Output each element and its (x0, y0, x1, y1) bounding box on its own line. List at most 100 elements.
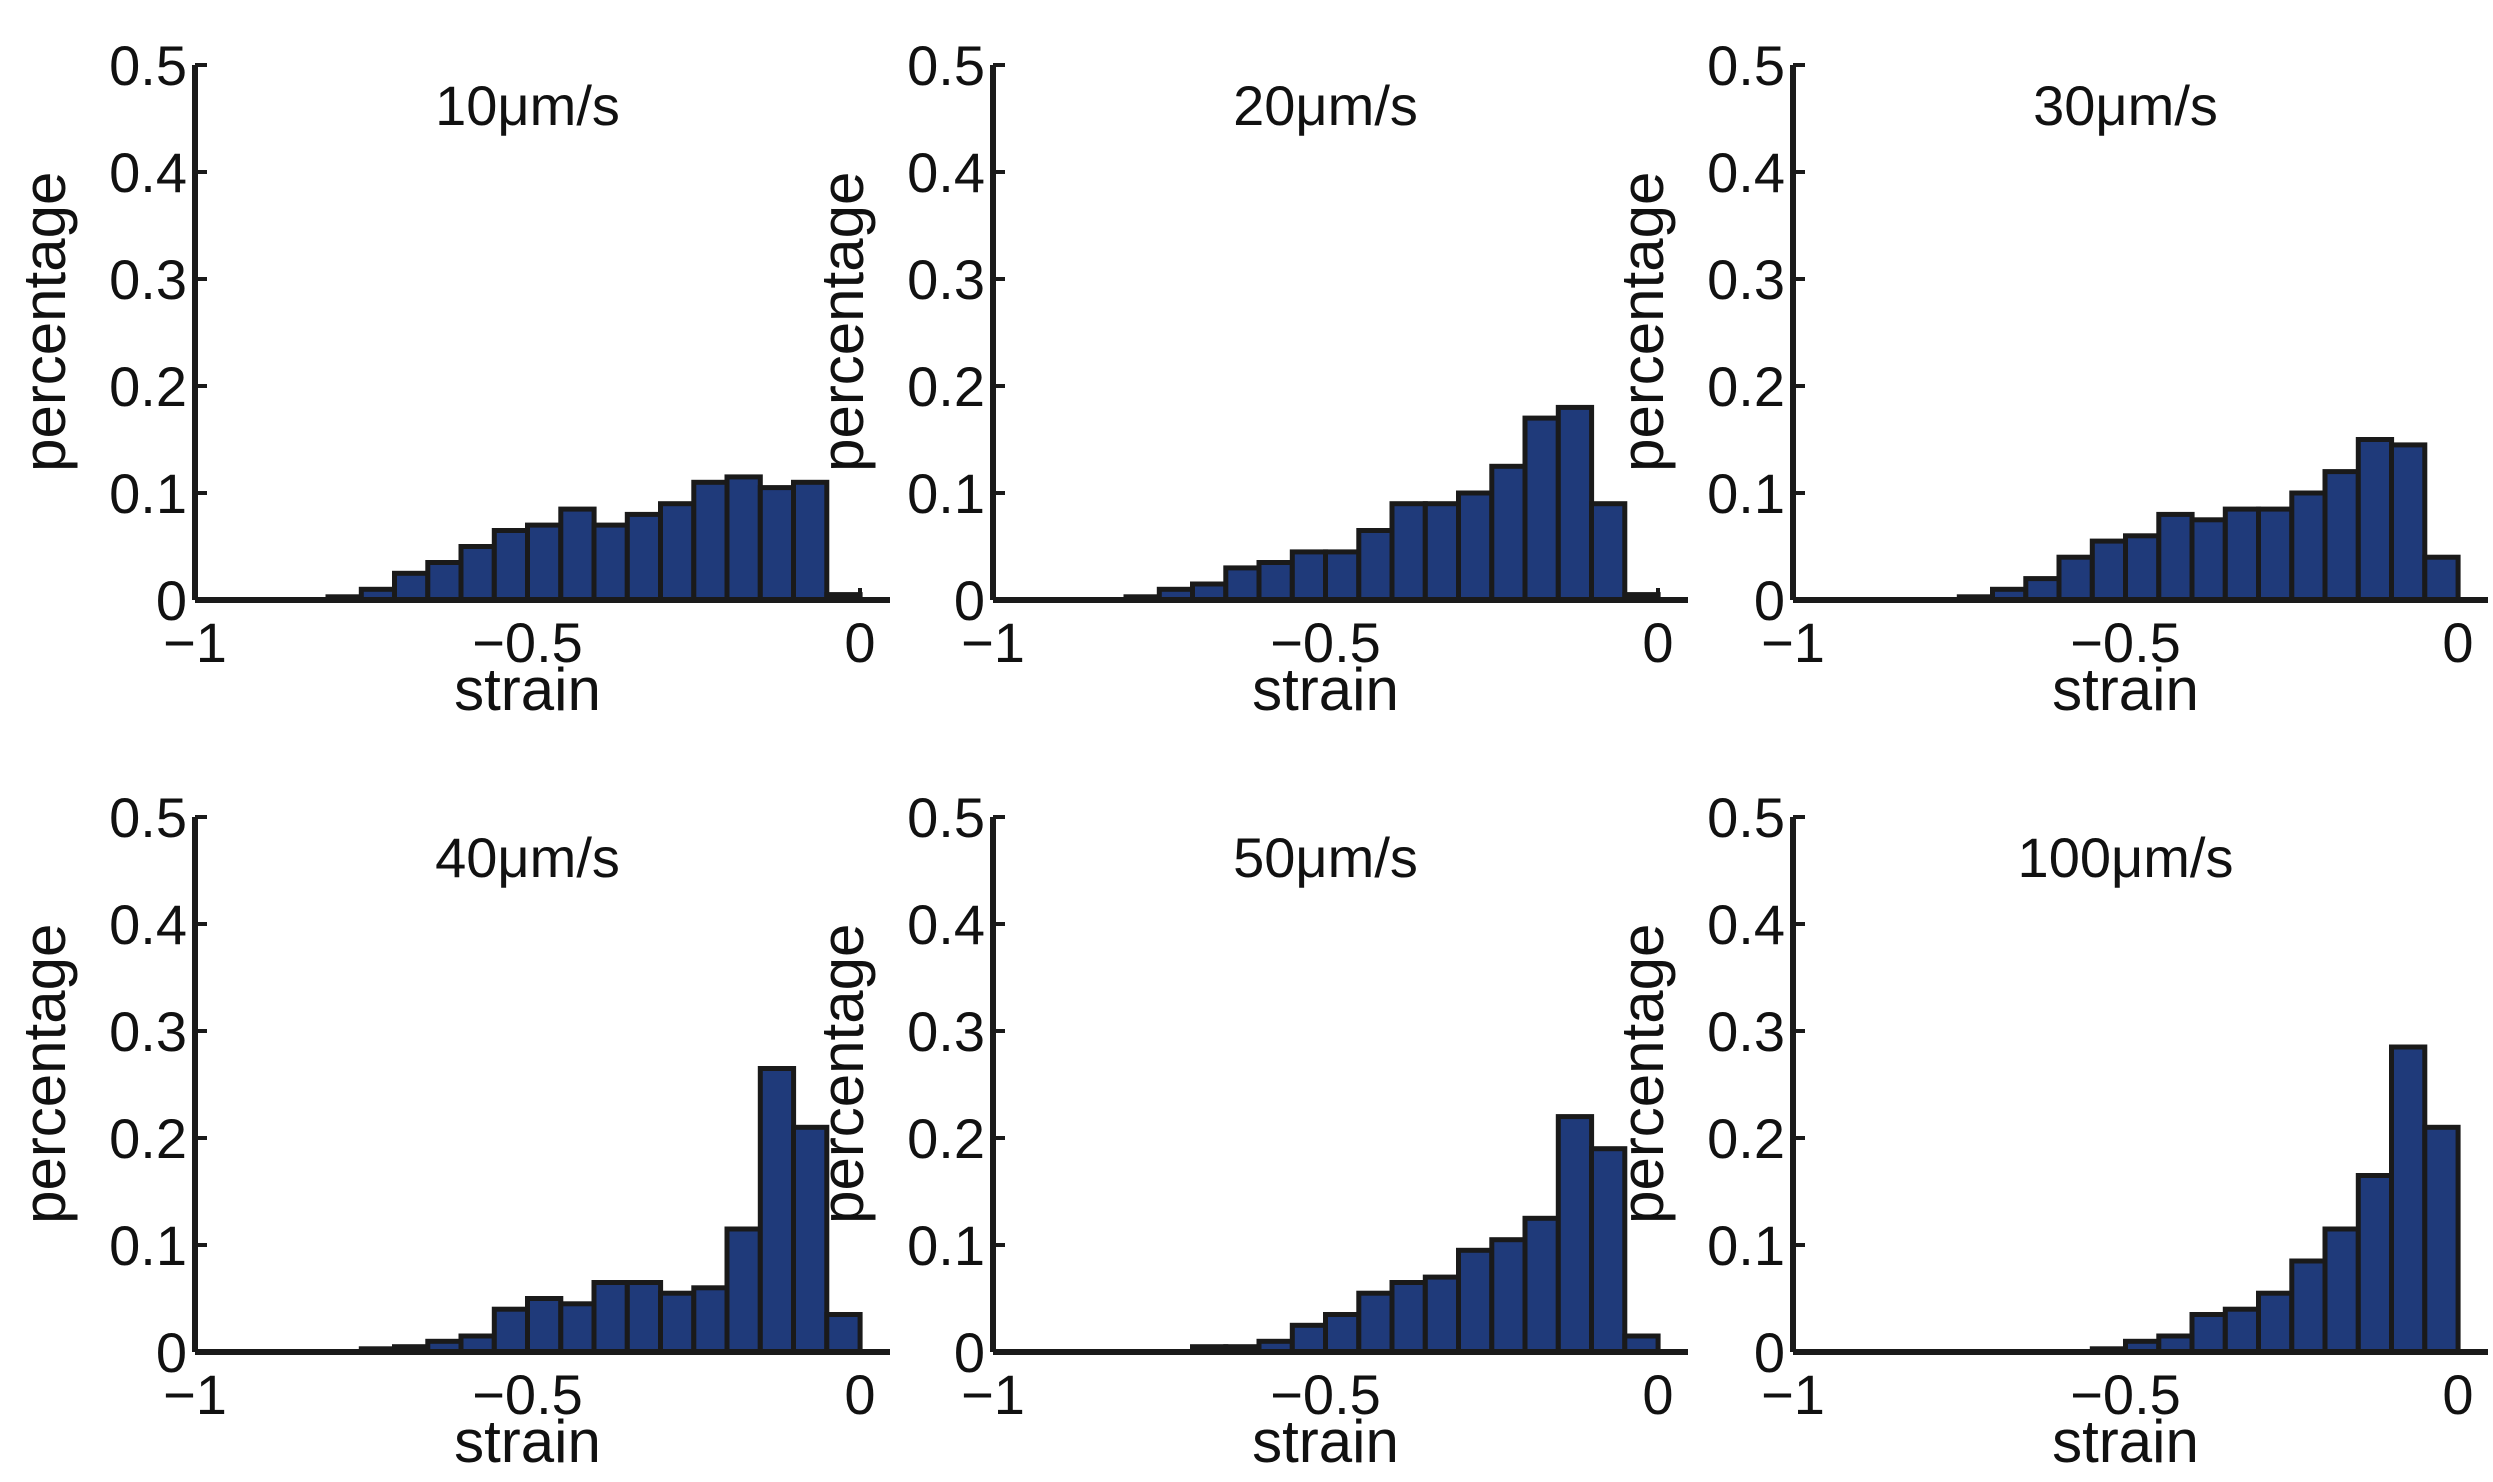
histogram-bar (1422, 501, 1462, 603)
x-tick-label: −1 (961, 611, 1025, 674)
histogram-bar (1289, 1322, 1329, 1355)
x-axis-label: strain (2052, 656, 2199, 723)
x-tick-label: −1 (163, 1363, 227, 1426)
histogram-bar (658, 1290, 697, 1355)
y-tick-label: 0.3 (109, 248, 187, 311)
y-tick-label: 0.1 (907, 1214, 985, 1277)
y-tick-label: 0.1 (109, 1214, 187, 1277)
histogram-bar (2389, 1044, 2428, 1355)
panel-title: 100μm/s (2018, 826, 2234, 889)
y-tick-label: 0.2 (907, 1107, 985, 1170)
histogram-bar (691, 1285, 730, 1355)
x-tick-label: −1 (1761, 1363, 1825, 1426)
histogram-bar (1589, 501, 1628, 603)
x-axis-label: strain (1252, 1408, 1399, 1475)
x-axis-label: strain (454, 656, 601, 723)
y-tick-label: 0.5 (109, 34, 187, 97)
histogram-bar (525, 522, 564, 603)
x-tick-label: −0.5 (2070, 1363, 2181, 1426)
y-tick-label: 0 (156, 1321, 187, 1384)
y-axis-label: percentage (1609, 172, 1676, 472)
x-tick-label: 0 (2442, 611, 2473, 674)
y-tick-label: 0.2 (109, 355, 187, 418)
y-tick-label: 0.3 (109, 1000, 187, 1063)
histogram-bar (491, 528, 531, 603)
panel-title: 40μm/s (435, 826, 620, 889)
histogram-panel: 0 0.1 0.2 0.3 0.4 0.5 −1 −0.5 0 strain percentage 4… (11, 786, 890, 1475)
y-tick-label: 0.2 (109, 1107, 187, 1170)
histogram-bar (624, 511, 664, 603)
histogram-bar (2422, 1124, 2461, 1355)
histogram-bar (458, 544, 497, 603)
y-axis-label: percentage (809, 924, 876, 1224)
histogram-bar (1456, 1247, 1495, 1355)
histogram-bar (2222, 1306, 2262, 1355)
y-tick-label: 0.4 (907, 893, 985, 956)
y-tick-label: 0.5 (907, 786, 985, 849)
y-tick-label: 0.1 (109, 462, 187, 525)
histogram-bar (658, 501, 697, 603)
histogram-bar (2355, 1173, 2395, 1355)
x-tick-label: −0.5 (472, 611, 583, 674)
histogram-bar (1489, 463, 1528, 603)
histogram-bar (2156, 511, 2195, 603)
histogram-panel: 0 0.1 0.2 0.3 0.4 0.5 −1 −0.5 0 strain percentage 1… (1609, 786, 2488, 1475)
x-tick-label: 0 (2442, 1363, 2473, 1426)
histogram-panel: 0 0.1 0.2 0.3 0.4 0.5 −1 −0.5 0 strain percentage 1… (11, 34, 890, 723)
histogram-bar (1223, 565, 1262, 603)
x-tick-label: −0.5 (1270, 611, 1381, 674)
y-tick-label: 0.5 (907, 34, 985, 97)
histogram-bar (491, 1306, 531, 1355)
y-tick-label: 0 (156, 569, 187, 632)
histogram-bar (392, 570, 431, 603)
histogram-bar (425, 560, 464, 603)
x-tick-label: −0.5 (472, 1363, 583, 1426)
histogram-bar (591, 522, 630, 603)
y-tick-label: 0 (954, 569, 985, 632)
histogram-bar (2089, 538, 2129, 603)
panel-title: 30μm/s (2033, 74, 2218, 137)
x-tick-label: −0.5 (1270, 1363, 1381, 1426)
x-axis-label: strain (1252, 656, 1399, 723)
histogram-bar (1555, 404, 1595, 603)
panel-title: 50μm/s (1233, 826, 1418, 889)
histogram-bar (1323, 549, 1362, 603)
histogram-panel: 0 0.1 0.2 0.3 0.4 0.5 −1 −0.5 0 strain percentage 5… (809, 786, 1688, 1475)
histogram-bar (1389, 501, 1428, 603)
y-axis-label: percentage (11, 924, 78, 1224)
histogram-bar (1356, 528, 1395, 603)
histogram-bar (791, 479, 830, 603)
histogram-bar (757, 1066, 797, 1355)
histogram-bar (1389, 1280, 1428, 1355)
histogram-bar (724, 1226, 763, 1355)
x-tick-label: 0 (1642, 611, 1673, 674)
x-tick-label: 0 (844, 1363, 875, 1426)
histogram-panel: 0 0.1 0.2 0.3 0.4 0.5 −1 −0.5 0 strain percentage 2… (809, 34, 1688, 723)
y-tick-label: 0.1 (907, 462, 985, 525)
y-tick-label: 0.1 (1707, 462, 1785, 525)
y-tick-label: 0.3 (1707, 248, 1785, 311)
x-tick-label: −1 (1761, 611, 1825, 674)
histogram-bar (724, 474, 763, 603)
y-tick-label: 0.4 (109, 893, 187, 956)
histogram-bar (2023, 576, 2062, 603)
y-tick-label: 0.4 (907, 141, 985, 204)
histogram-bar (1456, 490, 1495, 603)
x-tick-label: 0 (844, 611, 875, 674)
histogram-bar (2256, 506, 2295, 603)
x-axis-label: strain (454, 1408, 601, 1475)
histogram-bar (558, 1301, 597, 1355)
y-tick-label: 0 (954, 1321, 985, 1384)
histogram-bar (2123, 533, 2162, 603)
y-axis-label: percentage (809, 172, 876, 472)
histogram-bar (757, 485, 797, 603)
histogram-bar (1356, 1290, 1395, 1355)
histogram-bar (2289, 1258, 2328, 1355)
histogram-bar (2256, 1290, 2295, 1355)
histogram-bar (824, 1312, 863, 1355)
histogram-bar (1522, 1215, 1561, 1355)
y-tick-label: 0.3 (1707, 1000, 1785, 1063)
histogram-bar (1323, 1312, 1362, 1355)
y-tick-label: 0.2 (1707, 355, 1785, 418)
y-axis-label: percentage (1609, 924, 1676, 1224)
